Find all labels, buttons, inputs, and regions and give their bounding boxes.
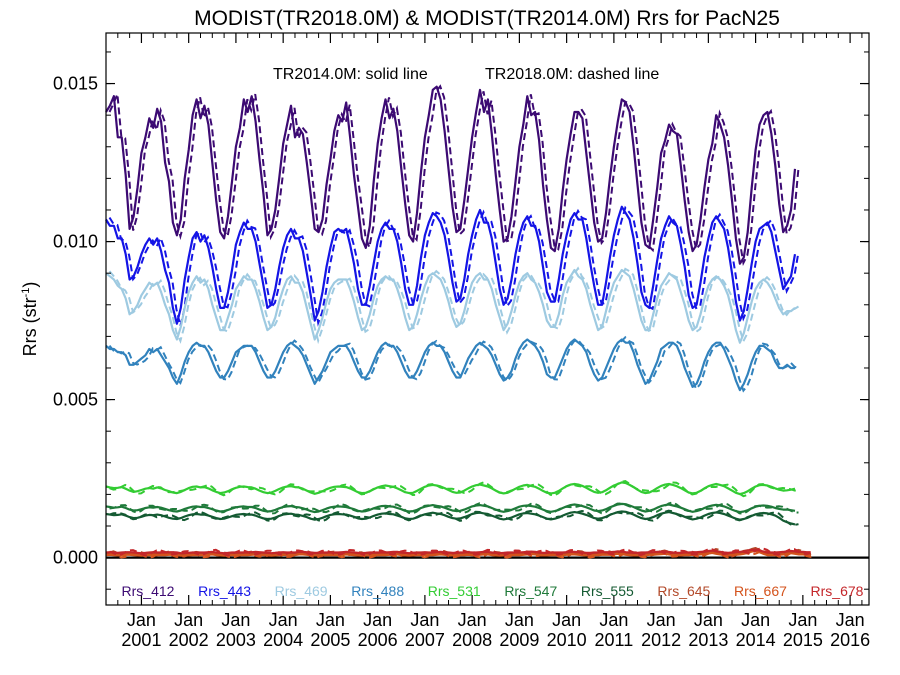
series-dashed-line-rrs-469 (108, 266, 800, 345)
x-tick-month-label: Jan (363, 610, 392, 630)
x-tick-year-label: 2001 (121, 630, 161, 650)
x-tick-year-label: 2013 (688, 630, 728, 650)
chart-title: MODIST(TR2018.0M) & MODIST(TR2014.0M) Rr… (194, 7, 780, 30)
x-tick-year-label: 2007 (405, 630, 445, 650)
x-tick-year-label: 2002 (169, 630, 209, 650)
x-tick-month-label: Jan (599, 610, 628, 630)
legend-entry-rrs-667: Rrs_667 (734, 583, 787, 599)
dashed-line-annotation: TR2018.0M: dashed line (485, 66, 659, 83)
x-tick-year-label: 2008 (452, 630, 492, 650)
x-tick-year-label: 2010 (547, 630, 587, 650)
legend-entry-rrs-555: Rrs_555 (581, 583, 634, 599)
x-tick-month-label: Jan (552, 610, 581, 630)
x-axis: Jan2001Jan2002Jan2003Jan2004Jan2005Jan20… (117, 33, 870, 650)
y-tick-label: 0.000 (53, 548, 98, 568)
legend-entry-rrs-645: Rrs_645 (657, 583, 710, 599)
series-dashed-line-rrs-555 (109, 509, 799, 527)
legend-entry-rrs-678: Rrs_678 (811, 583, 864, 599)
x-tick-year-label: 2006 (358, 630, 398, 650)
x-tick-year-label: 2005 (310, 630, 350, 650)
x-tick-month-label: Jan (221, 610, 250, 630)
x-tick-month-label: Jan (174, 610, 203, 630)
plot-area (105, 32, 870, 606)
series-line-rrs-555 (105, 510, 796, 526)
x-tick-year-label: 2011 (595, 630, 634, 650)
y-tick-label: 0.010 (53, 232, 98, 252)
series-line-rrs-443 (105, 205, 797, 325)
legend: Rrs_412 Rrs_443 Rrs_469 Rrs_488 Rrs_531 Rrs_5… (122, 583, 864, 599)
x-tick-month-label: Jan (505, 610, 534, 630)
series-dashed-line-rrs-667 (109, 549, 815, 559)
series-dashed-line-rrs-531 (109, 480, 799, 498)
solid-line-annotation: TR2014.0M: solid line (273, 66, 428, 83)
x-tick-year-label: 2016 (830, 630, 870, 650)
series-line-rrs-531 (105, 481, 796, 496)
series-line-rrs-469 (105, 268, 796, 344)
x-tick-year-label: 2009 (499, 630, 539, 650)
y-axis-label-close: ) (20, 282, 40, 288)
legend-entry-rrs-412: Rrs_412 (122, 583, 175, 599)
x-tick-month-label: Jan (836, 610, 865, 630)
x-tick-month-label: Jan (694, 610, 723, 630)
x-tick-month-label: Jan (316, 610, 345, 630)
series-line-rrs-547 (105, 502, 796, 514)
x-tick-month-label: Jan (269, 610, 298, 630)
y-tick-label: 0.015 (53, 74, 98, 94)
series-dashed-line-rrs-412 (108, 84, 800, 267)
series-dashed-line-rrs-443 (108, 205, 800, 327)
x-tick-month-label: Jan (127, 610, 156, 630)
x-tick-year-label: 2004 (263, 630, 303, 650)
x-tick-month-label: Jan (458, 610, 487, 630)
series-line-rrs-412 (105, 85, 797, 265)
x-tick-year-label: 2003 (216, 630, 256, 650)
series-dashed-line-rrs-678 (109, 547, 815, 557)
x-tick-year-label: 2012 (641, 630, 681, 650)
legend-entry-rrs-469: Rrs_469 (275, 583, 328, 599)
legend-entry-rrs-531: Rrs_531 (428, 583, 481, 599)
series-layer (105, 84, 869, 559)
x-tick-month-label: Jan (741, 610, 770, 630)
x-tick-month-label: Jan (410, 610, 439, 630)
y-axis: 0.000 0.005 0.010 0.015 (53, 51, 869, 590)
x-tick-month-label: Jan (647, 610, 676, 630)
legend-entry-rrs-488: Rrs_488 (351, 583, 404, 599)
series-dashed-line-rrs-488 (108, 335, 799, 393)
x-tick-year-label: 2015 (783, 630, 823, 650)
legend-entry-rrs-547: Rrs_547 (504, 583, 557, 599)
series-dashed-line-rrs-547 (109, 501, 799, 515)
y-axis-label-superscript: -1 (20, 288, 32, 298)
x-tick-month-label: Jan (788, 610, 817, 630)
x-tick-year-label: 2014 (736, 630, 776, 650)
series-line-rrs-488 (105, 338, 795, 392)
y-tick-label: 0.005 (53, 390, 98, 410)
y-axis-label-main: Rrs (str (20, 297, 40, 356)
plot-frame (105, 32, 870, 606)
legend-entry-rrs-443: Rrs_443 (198, 583, 251, 599)
y-axis-label: Rrs (str-1) (20, 282, 40, 357)
